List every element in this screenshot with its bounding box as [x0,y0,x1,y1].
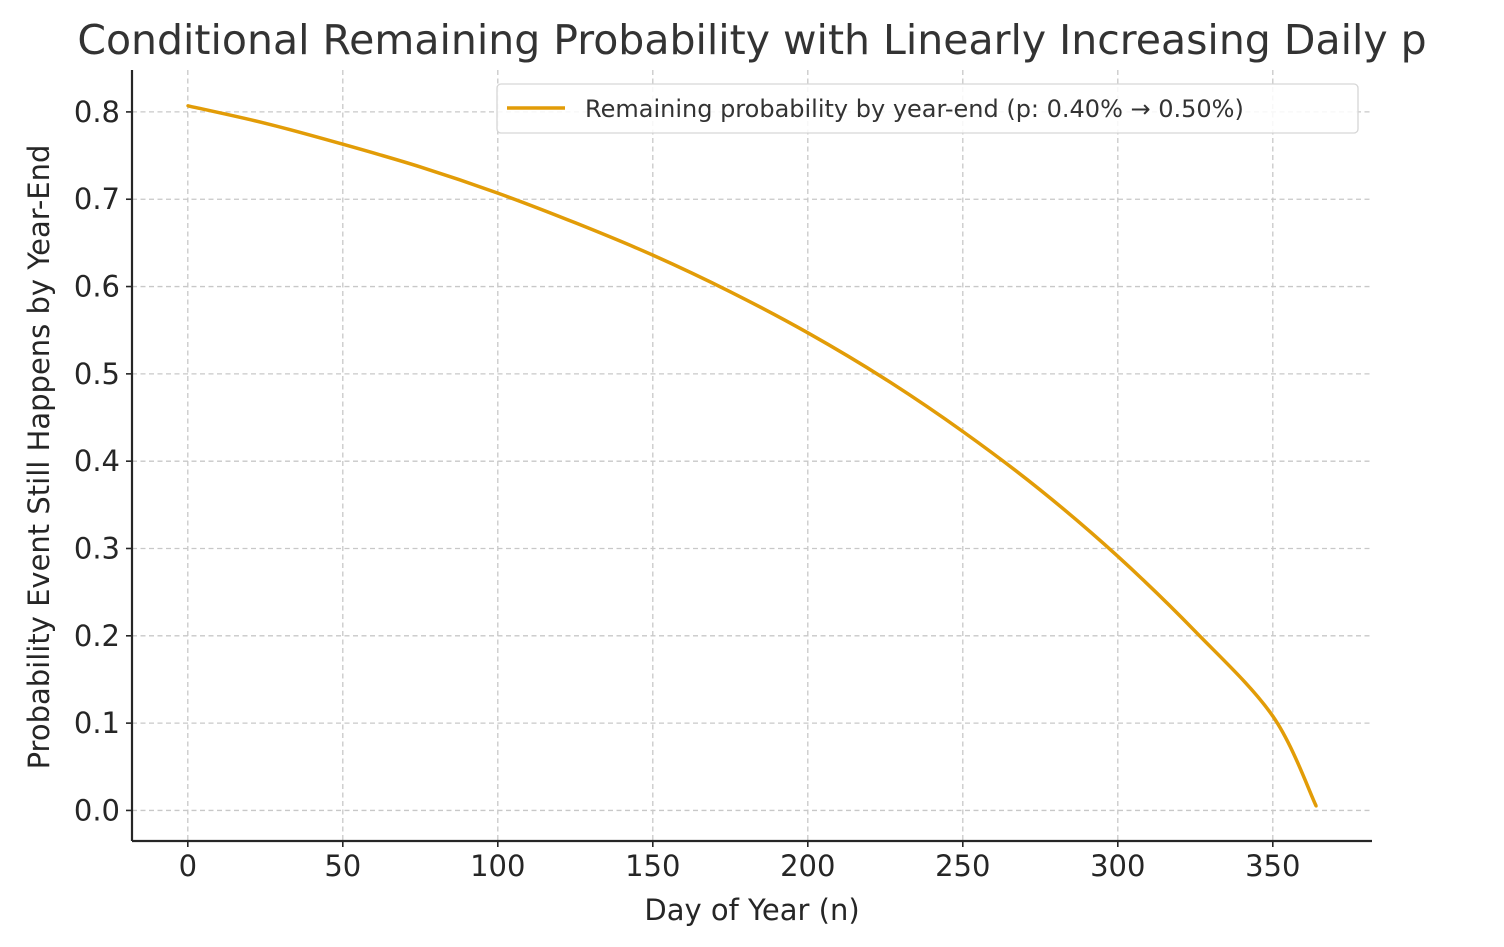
legend: Remaining probability by year-end (p: 0.… [496,83,1359,134]
data-point [1271,714,1275,718]
x-axis-label: Day of Year (n) [644,893,859,927]
y-tick-label: 0.1 [74,706,120,740]
y-tick-label: 0.3 [74,531,120,565]
data-point [961,429,965,433]
y-tick-label: 0.5 [74,357,120,391]
data-point [341,142,345,146]
y-tick-label: 0.0 [74,793,120,827]
data-point [496,191,500,195]
data-point [651,253,655,257]
legend-box [496,83,1359,134]
data-point [1314,804,1318,808]
plot-area [186,104,1318,808]
series-line-0 [187,104,1318,807]
data-point [186,104,190,108]
data-point [728,290,732,294]
y-tick-label: 0.7 [74,182,120,216]
data-point [573,221,577,225]
x-tick-label: 200 [780,849,835,883]
data-point [1116,554,1120,558]
x-tick-label: 100 [470,849,525,883]
data-point [1038,488,1042,492]
grid [132,70,1372,841]
legend-label: Remaining probability by year-end (p: 0.… [585,95,1244,123]
chart-title: Conditional Remaining Probability with L… [77,16,1426,64]
x-tick-label: 300 [1090,849,1145,883]
data-point [1193,629,1197,633]
y-axis-label: Probability Event Still Happens by Year-… [22,145,56,770]
ticks: 0 50 100 150 200 250 300 350 0.0 0.1 0.2 0.3 0.4 0.5 0… [74,95,1301,883]
x-tick-label: 0 [179,849,197,883]
y-tick-label: 0.4 [74,444,120,478]
y-tick-label: 0.6 [74,270,120,304]
data-point [263,121,267,125]
data-point [883,377,887,381]
x-tick-label: 150 [625,849,680,883]
data-point [806,331,810,335]
axes [130,70,1372,843]
x-tick-label: 350 [1245,849,1300,883]
y-tick-label: 0.8 [74,95,120,129]
data-point [418,165,422,169]
x-tick-label: 250 [935,849,990,883]
y-tick-label: 0.2 [74,619,120,653]
x-tick-label: 50 [324,849,361,883]
